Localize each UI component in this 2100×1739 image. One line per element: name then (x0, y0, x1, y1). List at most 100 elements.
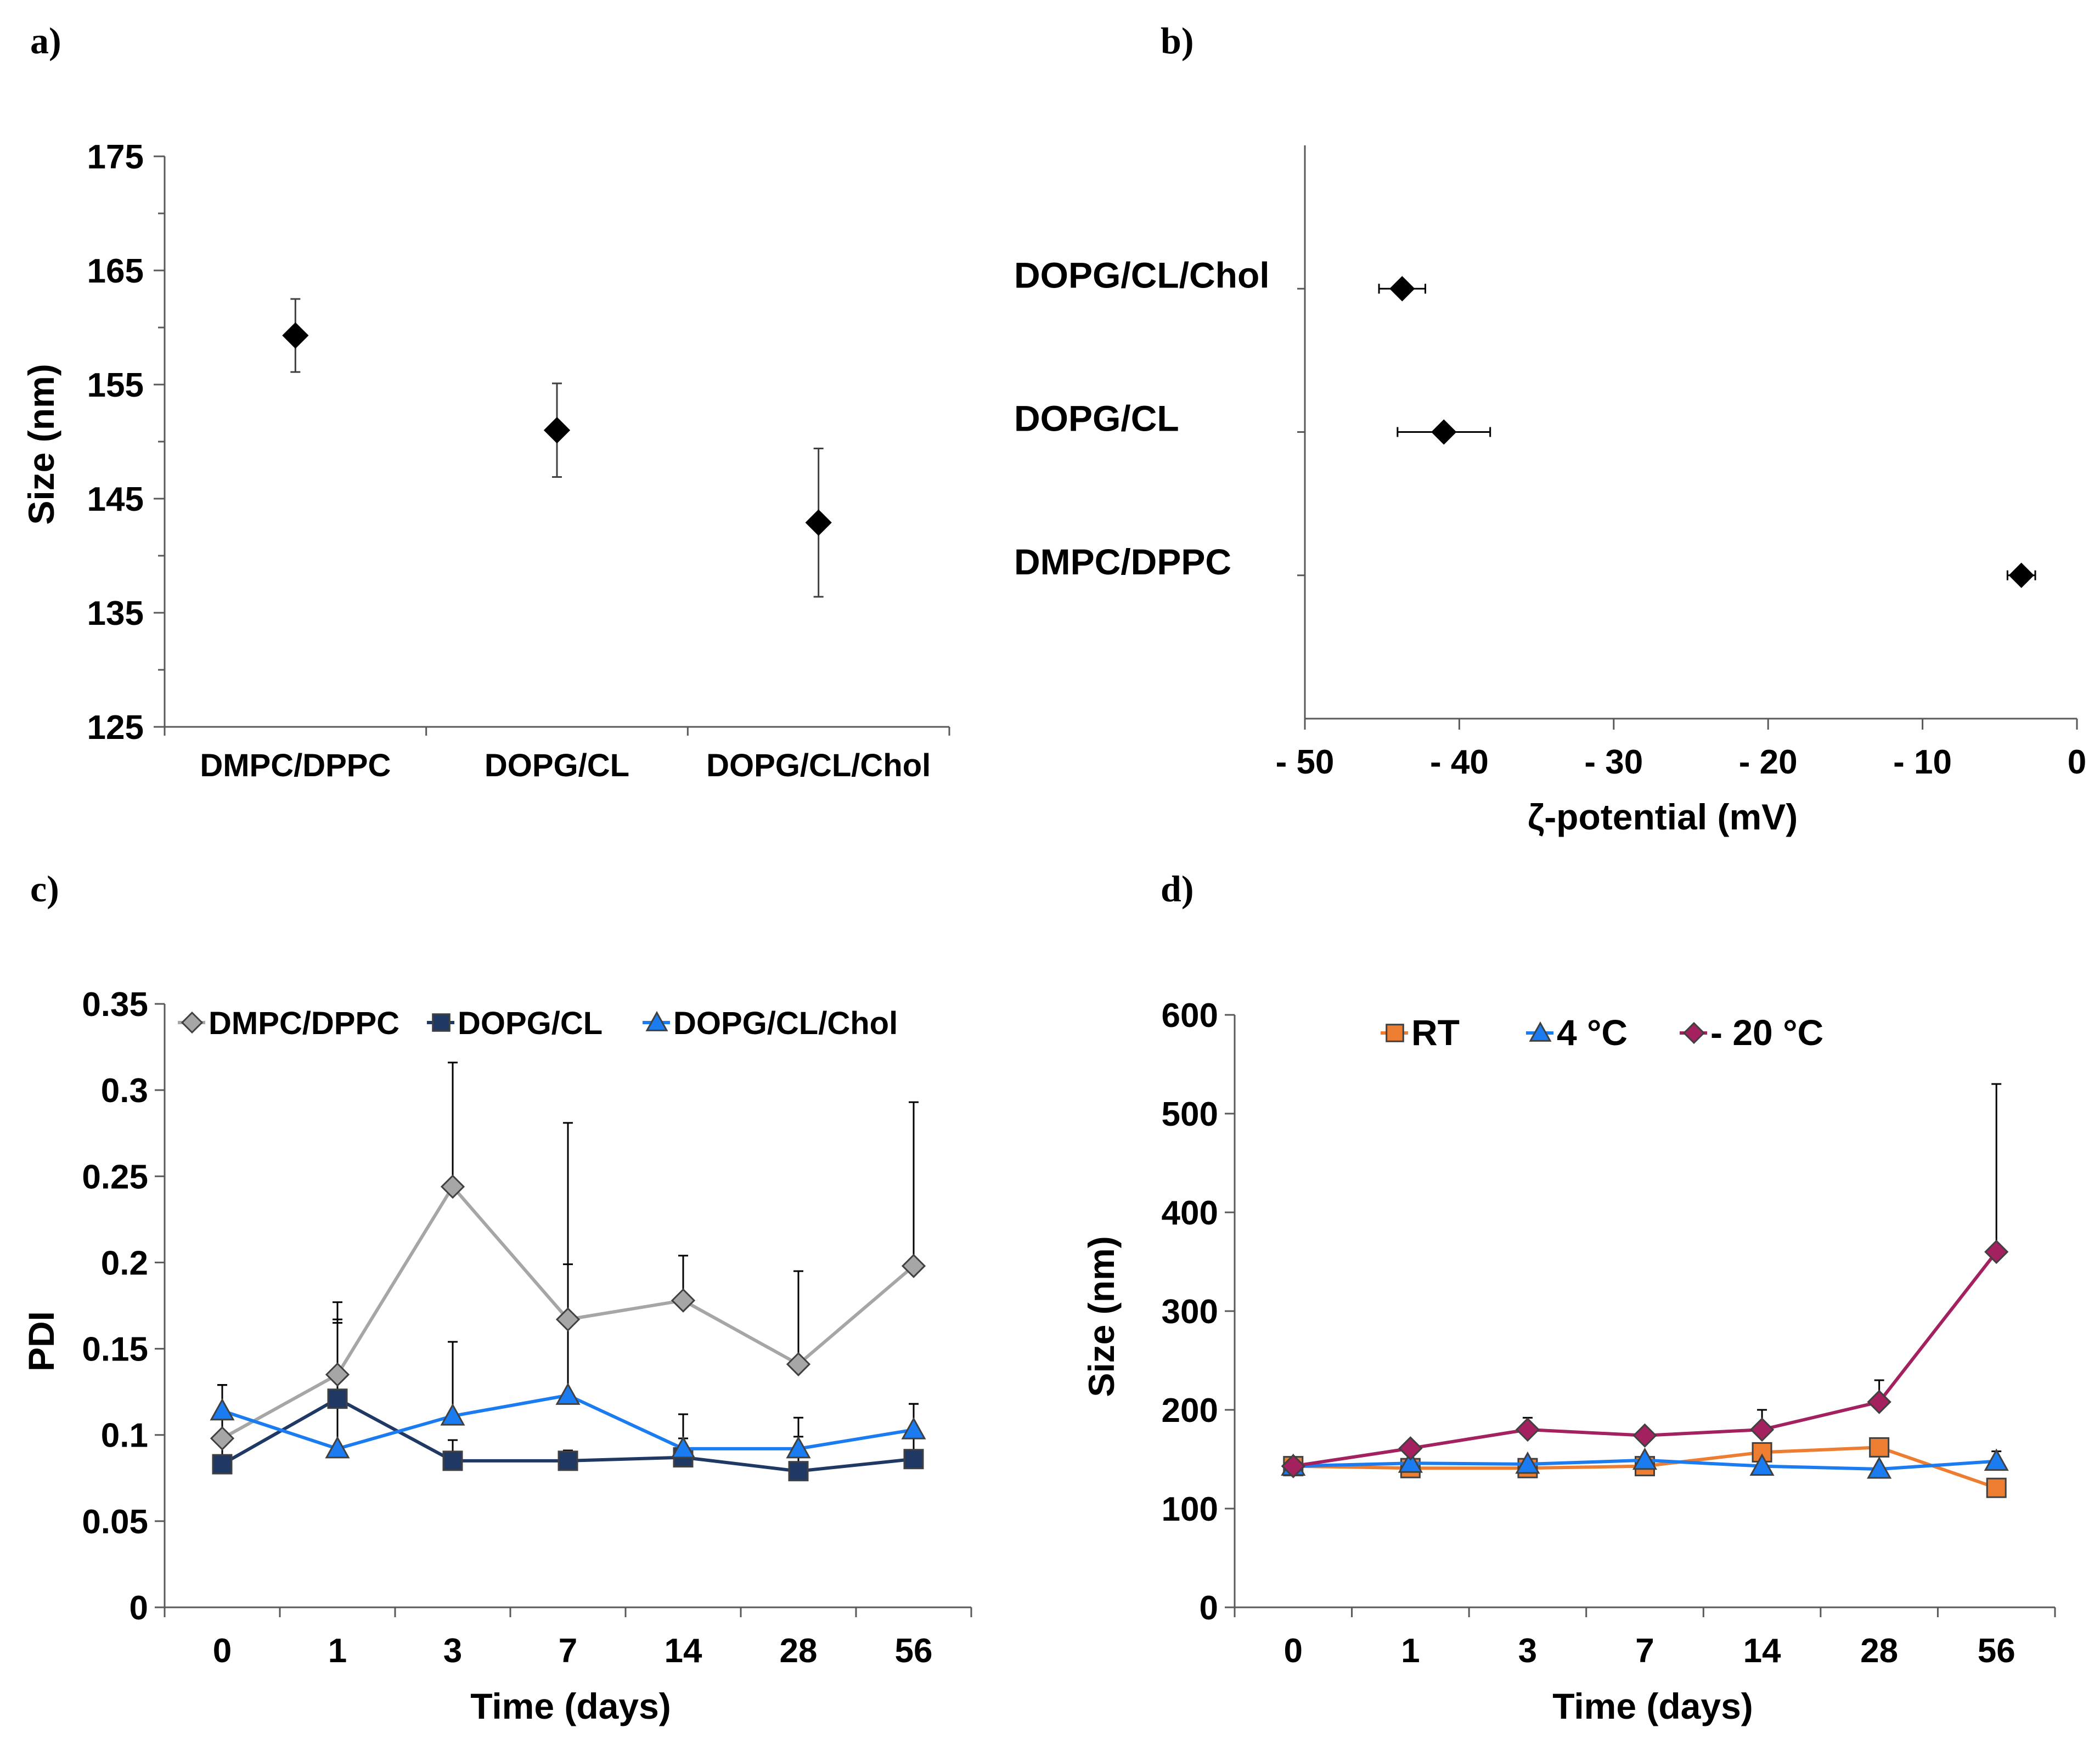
y-tick-label: 300 (1162, 1293, 1218, 1331)
data-point (1984, 1448, 2009, 1471)
panel-d-marks (1281, 1083, 2009, 1498)
y-tick-label: 400 (1162, 1194, 1218, 1232)
data-point (1749, 1417, 1775, 1442)
panel-c-ylabel: PDI (21, 1311, 61, 1371)
legend-marker (1682, 1021, 1705, 1044)
data-point (671, 1436, 696, 1459)
data-point (805, 509, 832, 536)
legend-label: DOPG/CL (458, 1006, 603, 1041)
y-category-label: DMPC/DPPC (1014, 541, 1231, 582)
y-category-label: DOPG/CL (1014, 398, 1179, 439)
x-tick-label: 3 (1518, 1632, 1537, 1670)
panel-b-axes: - 50 - 40 - 30 - 20 - 10 0 DMPC/DPPC DOPG/CL DOP… (1014, 145, 2086, 781)
data-point (210, 1426, 235, 1451)
y-tick-label: 135 (87, 595, 144, 633)
x-tick-label: - 50 (1276, 743, 1335, 781)
data-point (212, 1454, 233, 1475)
data-point (1515, 1451, 1540, 1474)
panel-d-label: d) (1161, 868, 1193, 910)
x-tick-label: 28 (1860, 1632, 1898, 1670)
y-tick-label: 175 (87, 138, 144, 176)
x-tick-label: - 40 (1430, 743, 1489, 781)
legend-label: DMPC/DPPC (209, 1006, 399, 1041)
data-point (901, 1417, 926, 1439)
data-point (1632, 1423, 1657, 1448)
y-tick-label: 0.1 (101, 1417, 148, 1455)
x-tick-label: 0 (1284, 1632, 1303, 1670)
x-tick-label: 7 (559, 1632, 577, 1670)
data-point (210, 1398, 235, 1421)
legend-label: DOPG/CL/Chol (673, 1006, 898, 1041)
data-point (1867, 1390, 1891, 1414)
data-point (440, 1175, 465, 1199)
x-tick-label: 1 (328, 1632, 347, 1670)
data-point (555, 1382, 581, 1405)
legend-marker (645, 1010, 668, 1031)
y-category-label: DOPG/CL/Chol (1014, 255, 1270, 295)
y-tick-label: 0 (1200, 1589, 1218, 1627)
data-point (671, 1288, 696, 1313)
y-tick-label: 0.3 (101, 1072, 148, 1110)
y-tick-label: 145 (87, 481, 144, 518)
data-point (1398, 1436, 1423, 1461)
panel-d-xlabel: Time (days) (1552, 1686, 1753, 1726)
legend-label: 4 °C (1557, 1012, 1628, 1053)
data-point (786, 1352, 811, 1376)
panel-c: c) PDI Time (days) 0 0.05 0.1 0.15 0.2 0.25 0.… (21, 868, 972, 1726)
legend-marker (1529, 1021, 1552, 1042)
data-point (1389, 276, 1415, 302)
data-point (1281, 1454, 1305, 1478)
data-point (1632, 1447, 1658, 1470)
y-tick-label: 0.35 (82, 986, 148, 1024)
y-tick-label: 0.2 (101, 1244, 148, 1282)
panel-b-marks (1378, 276, 2036, 588)
x-tick-label: 7 (1635, 1632, 1654, 1670)
x-tick-label: 0 (2068, 743, 2086, 781)
panel-a-label: a) (30, 20, 61, 61)
x-tick-label: 14 (1743, 1632, 1781, 1670)
y-tick-label: 0.05 (82, 1503, 148, 1541)
panel-b-label: b) (1161, 20, 1193, 61)
panel-d-ylabel: Size (nm) (1081, 1236, 1122, 1397)
panel-c-marks (210, 1062, 926, 1482)
data-point (558, 1450, 578, 1471)
panel-c-xlabel: Time (days) (470, 1686, 671, 1726)
y-tick-label: 600 (1162, 997, 1218, 1035)
panel-c-axes: 0 0.05 0.1 0.15 0.2 0.25 0.3 0.35 0 1 3 7 14 28 56 (82, 986, 972, 1670)
data-point (543, 417, 571, 444)
x-tick-label: 56 (1978, 1632, 2015, 1670)
y-tick-label: 125 (87, 709, 144, 747)
panel-a-axes: 125 135 145 155 165 175 DMPC/DPPC DOPG/CL DOPG/C… (87, 138, 950, 783)
data-point (1431, 419, 1457, 445)
data-point (786, 1436, 811, 1459)
y-tick-label: 0.25 (82, 1158, 148, 1196)
panel-a-ylabel: Size (nm) (21, 364, 61, 524)
panel-c-label: c) (30, 868, 59, 910)
data-point (555, 1307, 581, 1332)
legend-marker (1386, 1024, 1404, 1042)
x-tick-label: 0 (213, 1632, 232, 1670)
y-tick-label: 500 (1162, 1096, 1218, 1133)
y-tick-label: 100 (1162, 1490, 1218, 1528)
data-point (1398, 1450, 1423, 1473)
x-tick-label: - 20 (1739, 743, 1798, 781)
data-point (440, 1403, 465, 1426)
panel-a-marks (282, 298, 832, 598)
x-category-label: DOPG/CL (485, 748, 629, 783)
panel-d: d) Size (nm) Time (days) 0 100 200 300 400 50… (1081, 868, 2056, 1726)
x-tick-label: 14 (665, 1632, 702, 1670)
panel-b-xlabel: ζ-potential (mV) (1528, 797, 1798, 837)
x-tick-label: 28 (780, 1632, 818, 1670)
data-point (2008, 562, 2034, 588)
data-point (327, 1388, 348, 1409)
data-point (1986, 1477, 2007, 1498)
x-tick-label: - 30 (1584, 743, 1643, 781)
x-category-label: DOPG/CL/Chol (706, 748, 931, 783)
legend-marker (181, 1011, 204, 1034)
panel-b: b) ζ-potential (mV) - 50 - 40 - 30 - 20 - 10… (1014, 20, 2086, 837)
y-tick-label: 0 (130, 1589, 148, 1627)
data-point (325, 1436, 350, 1459)
data-point (325, 1362, 350, 1387)
x-tick-label: 3 (443, 1632, 462, 1670)
data-point (1749, 1453, 1775, 1476)
